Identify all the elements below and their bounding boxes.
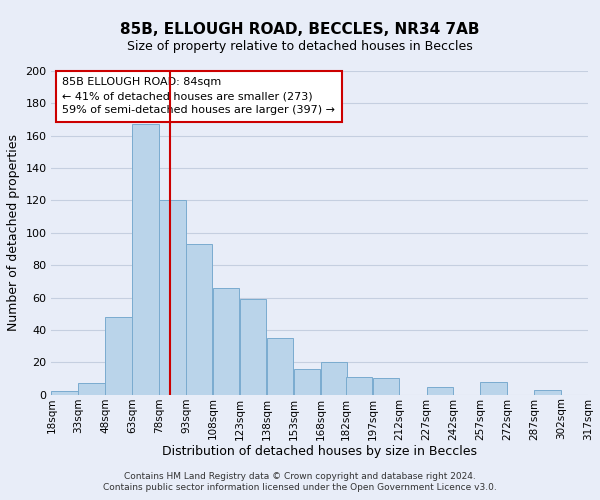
Text: 85B, ELLOUGH ROAD, BECCLES, NR34 7AB: 85B, ELLOUGH ROAD, BECCLES, NR34 7AB xyxy=(120,22,480,38)
X-axis label: Distribution of detached houses by size in Beccles: Distribution of detached houses by size … xyxy=(162,445,477,458)
Y-axis label: Number of detached properties: Number of detached properties xyxy=(7,134,20,332)
Text: Contains HM Land Registry data © Crown copyright and database right 2024.: Contains HM Land Registry data © Crown c… xyxy=(124,472,476,481)
Text: Size of property relative to detached houses in Beccles: Size of property relative to detached ho… xyxy=(127,40,473,53)
Bar xyxy=(159,200,185,394)
Bar xyxy=(79,384,105,394)
Bar xyxy=(373,378,399,394)
Bar xyxy=(52,392,78,394)
Bar xyxy=(132,124,158,394)
Bar xyxy=(267,338,293,394)
Bar xyxy=(427,386,453,394)
Bar xyxy=(534,390,560,394)
Bar xyxy=(213,288,239,395)
Bar xyxy=(186,244,212,394)
Bar xyxy=(106,317,132,394)
Text: 85B ELLOUGH ROAD: 84sqm
← 41% of detached houses are smaller (273)
59% of semi-d: 85B ELLOUGH ROAD: 84sqm ← 41% of detache… xyxy=(62,78,335,116)
Bar xyxy=(240,299,266,394)
Bar xyxy=(346,377,372,394)
Bar xyxy=(294,368,320,394)
Text: Contains public sector information licensed under the Open Government Licence v3: Contains public sector information licen… xyxy=(103,484,497,492)
Bar xyxy=(481,382,507,394)
Bar xyxy=(320,362,347,394)
